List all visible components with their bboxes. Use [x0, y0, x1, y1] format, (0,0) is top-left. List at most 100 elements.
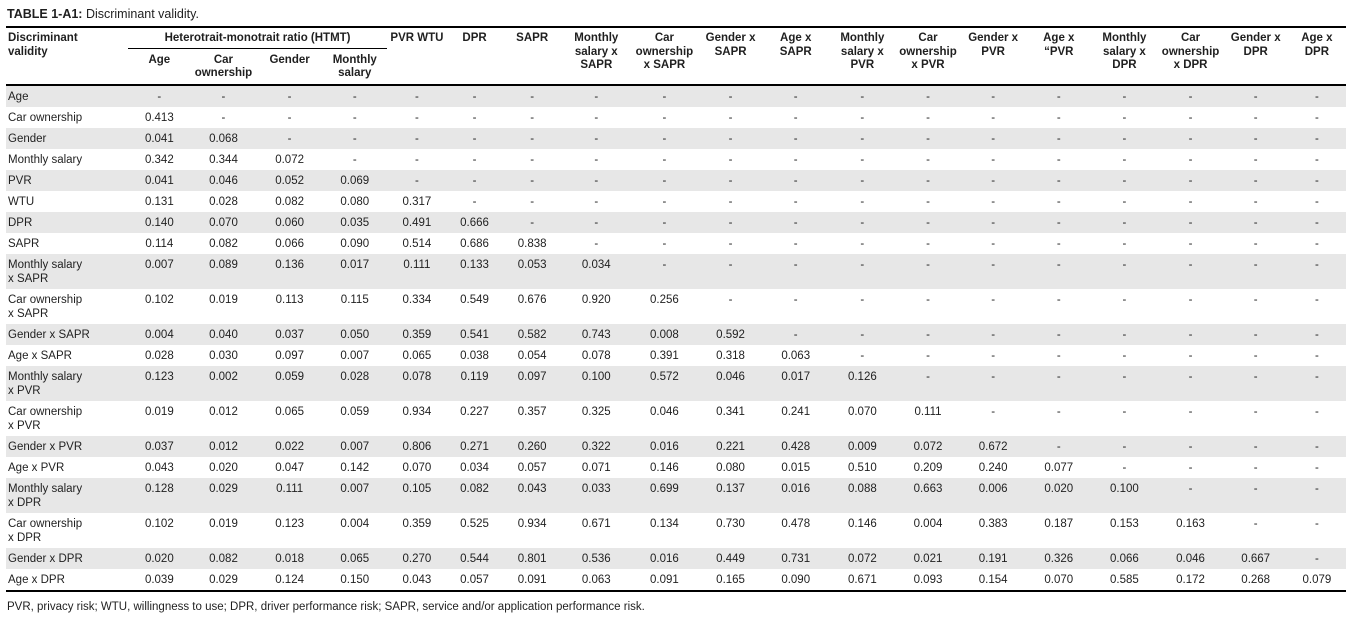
cell-value: - [991, 350, 996, 363]
cell-value: - [594, 217, 599, 230]
cell-value: 0.153 [1110, 518, 1139, 531]
cell-value: 0.029 [209, 574, 238, 587]
row-label: DPR [8, 217, 33, 230]
cell-value: - [1253, 350, 1258, 363]
cell-value: - [1253, 90, 1258, 103]
cell-value: 0.172 [1176, 574, 1205, 587]
cell-value: - [1253, 238, 1258, 251]
sub-header-car-ownership: Car ownership [194, 53, 253, 80]
cell-value: - [530, 90, 535, 103]
cell-value: - [662, 259, 667, 272]
sub-header-age: Age [148, 53, 171, 66]
cell-value: - [728, 196, 733, 209]
cell-value: 0.544 [460, 553, 489, 566]
table-title: TABLE 1-A1: Discriminant validity. [6, 6, 1348, 22]
cell-value: 0.428 [781, 441, 811, 454]
table-row: WTU 0.131 0.028 0.082 0.080 0.317 - - - - - - - - - - - -… [6, 191, 1346, 212]
cell-value: - [860, 329, 865, 342]
cell-value: - [1122, 294, 1127, 307]
cell-value: 0.007 [340, 441, 370, 454]
cell-value: - [991, 259, 996, 272]
cell-value: 0.097 [517, 371, 547, 384]
table-row: SAPR 0.114 0.082 0.066 0.090 0.514 0.686 0.838 -… [6, 233, 1346, 254]
cell-value: - [991, 371, 996, 384]
cell-value: - [926, 294, 930, 307]
cell-value: - [1253, 259, 1258, 272]
cell-value: 0.731 [781, 553, 811, 566]
cell-value: 0.080 [716, 462, 745, 475]
cell-value: - [1253, 196, 1258, 209]
cell-value: - [1122, 175, 1127, 187]
row-label: Monthly salary x PVR [8, 371, 83, 398]
cell-value: 0.028 [144, 350, 174, 363]
sub-header-gender: Gender [269, 53, 310, 66]
row-label: Monthly salary x DPR [8, 483, 83, 510]
cell-value: 0.154 [978, 574, 1008, 587]
cell-value: 0.137 [716, 483, 745, 496]
cell-value: - [1314, 217, 1319, 230]
cell-value: 0.318 [716, 350, 745, 363]
cell-value: 0.034 [581, 259, 611, 272]
cell-value: 0.046 [1176, 553, 1205, 566]
cell-value: 0.105 [402, 483, 432, 496]
cell-value: - [1056, 111, 1061, 124]
cell-value: - [991, 238, 996, 251]
cell-value: - [594, 196, 599, 209]
cell-value: 0.004 [913, 518, 943, 531]
cell-value: - [728, 132, 733, 145]
cell-value: 0.256 [650, 294, 679, 307]
cell-value: 0.082 [275, 196, 304, 209]
cell-value: - [1188, 483, 1193, 496]
cell-value: 0.059 [275, 371, 304, 384]
cell-value: - [1253, 462, 1258, 475]
cell-value: 0.046 [209, 175, 238, 187]
cell-value: 0.068 [209, 132, 238, 145]
cell-value: 0.057 [460, 574, 489, 587]
table-row: Gender 0.041 0.068 - - - - - - - - - - - - - - - - - [6, 127, 1346, 149]
cell-value: 0.039 [144, 574, 174, 587]
cell-value: 0.686 [460, 238, 489, 251]
cell-value: - [1314, 553, 1319, 566]
cell-value: 0.006 [978, 483, 1008, 496]
cell-value: - [1056, 441, 1061, 454]
cell-value: 0.063 [581, 574, 611, 587]
cell-value: - [594, 238, 599, 251]
cell-value: 0.342 [144, 153, 174, 166]
table-body: Age - - - - - - - - - - - - - - - - - - - Car ownership 0.413… [6, 84, 1346, 591]
row-label: Gender x DPR [8, 553, 83, 566]
cell-value: 0.020 [209, 462, 238, 475]
row-label: Monthly salary x SAPR [8, 259, 83, 286]
cell-value: 0.357 [517, 406, 547, 419]
cell-value: - [1314, 350, 1319, 363]
cell-value: - [1253, 132, 1258, 145]
cell-value: - [1188, 111, 1193, 124]
cell-value: - [1056, 406, 1061, 419]
cell-value: 0.671 [847, 574, 877, 587]
cell-value: 0.072 [913, 441, 943, 454]
cell-value: - [415, 132, 419, 145]
cell-value: 0.090 [781, 574, 811, 587]
col-header-gender-x-sapr: Gender x SAPR [705, 32, 756, 58]
cell-value: 0.072 [275, 153, 304, 166]
cell-value: 0.078 [402, 371, 432, 384]
cell-value: - [352, 111, 357, 124]
cell-value: 0.009 [847, 441, 877, 454]
col-header-sapr: SAPR [516, 32, 549, 45]
cell-value: 0.082 [209, 553, 238, 566]
cell-value: 0.536 [581, 553, 611, 566]
cell-value: - [991, 329, 996, 342]
row-label: Car ownership x DPR [8, 518, 83, 545]
cell-value: 0.066 [1110, 553, 1139, 566]
cell-value: - [472, 111, 477, 124]
cell-value: 0.091 [650, 574, 679, 587]
table-title-text: Discriminant validity. [82, 7, 199, 21]
cell-value: 0.541 [460, 329, 489, 342]
row-label: Gender x PVR [8, 441, 83, 454]
table-row: Monthly salary x DPR 0.128 0.029 0.111 0.007… [6, 478, 1346, 514]
row-label: Age [8, 90, 29, 103]
cell-value: 0.322 [581, 441, 611, 454]
cell-value: - [991, 294, 996, 307]
cell-value: 0.072 [847, 553, 877, 566]
cell-value: 0.043 [144, 462, 174, 475]
cell-value: - [926, 350, 930, 363]
